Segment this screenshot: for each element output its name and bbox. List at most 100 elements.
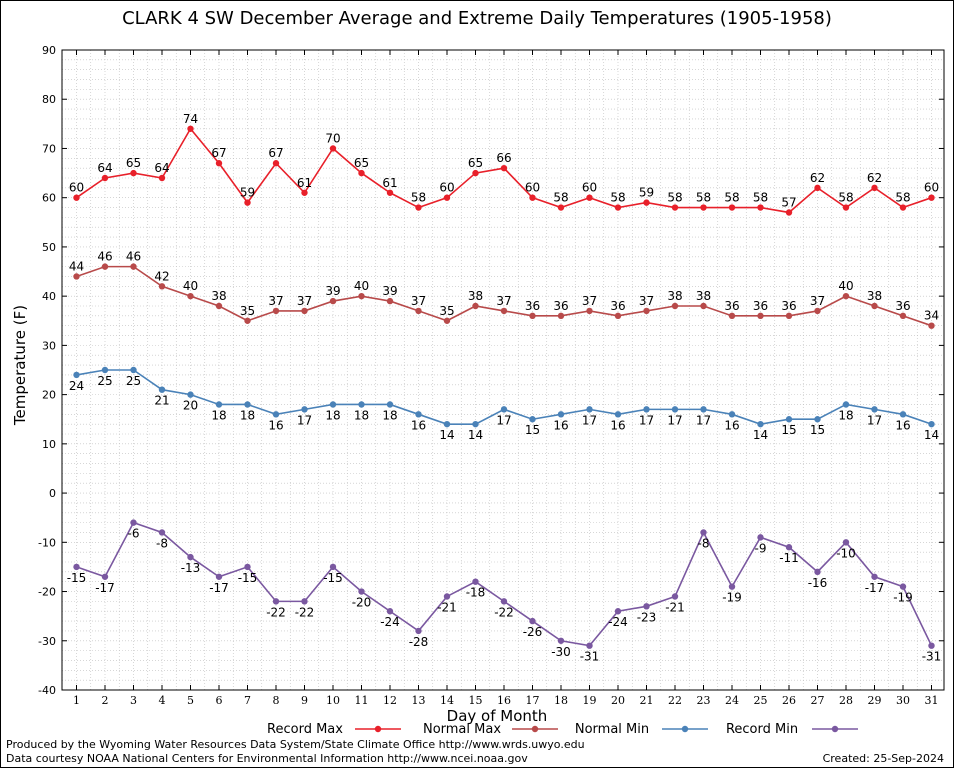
data-point xyxy=(158,386,166,393)
data-point xyxy=(73,371,80,379)
x-tick-label: 28 xyxy=(839,694,853,707)
data-label: 24 xyxy=(69,379,84,393)
data-label: 16 xyxy=(553,418,568,432)
legend-swatch-marker xyxy=(531,725,539,733)
data-point xyxy=(586,642,593,649)
data-point xyxy=(529,194,536,201)
data-label: 18 xyxy=(211,408,226,422)
data-label: -20 xyxy=(352,596,372,610)
plot-border xyxy=(61,49,945,691)
x-tick-label: 22 xyxy=(668,694,682,707)
data-point xyxy=(671,302,679,310)
data-point xyxy=(500,598,508,605)
data-point xyxy=(73,273,80,280)
data-label: 18 xyxy=(354,408,369,422)
data-point xyxy=(785,416,793,423)
legend-swatch-marker xyxy=(831,725,839,733)
data-point xyxy=(358,169,365,177)
y-tick-label: -10 xyxy=(38,536,56,549)
data-point xyxy=(928,322,935,329)
data-label: 60 xyxy=(525,181,540,195)
data-point xyxy=(529,312,536,320)
data-label: 16 xyxy=(724,418,739,432)
data-point xyxy=(386,608,394,615)
data-point xyxy=(386,297,394,305)
data-label: -9 xyxy=(755,541,767,555)
data-label: 60 xyxy=(69,181,84,195)
data-point xyxy=(871,302,878,310)
x-tick-label: 13 xyxy=(412,694,426,707)
x-tick-label: 30 xyxy=(896,694,910,707)
data-point xyxy=(842,292,850,300)
data-label: -23 xyxy=(637,610,657,624)
data-point xyxy=(329,563,337,571)
data-label: 25 xyxy=(97,374,112,388)
data-label: 58 xyxy=(724,191,739,205)
x-tick-label: 25 xyxy=(754,694,768,707)
data-point xyxy=(700,204,707,211)
data-label: 67 xyxy=(268,146,283,160)
legend-label: Record Max xyxy=(267,722,343,737)
data-label: 17 xyxy=(496,413,511,427)
data-point xyxy=(928,642,935,649)
data-point xyxy=(785,544,793,551)
data-point xyxy=(272,307,280,315)
data-point xyxy=(529,416,536,423)
data-point xyxy=(101,174,109,182)
data-label: -24 xyxy=(608,615,628,629)
data-point xyxy=(671,406,679,413)
data-label: -31 xyxy=(580,650,600,664)
data-point xyxy=(244,317,251,324)
data-label: -19 xyxy=(893,591,913,605)
legend-label: Normal Max xyxy=(423,722,501,737)
data-point xyxy=(842,539,850,546)
data-point xyxy=(215,160,223,167)
data-point xyxy=(871,406,878,413)
data-label: 21 xyxy=(154,394,169,408)
data-point xyxy=(443,317,451,324)
data-label: 59 xyxy=(240,186,255,200)
data-point xyxy=(928,194,935,201)
data-point xyxy=(329,401,337,408)
data-label: -18 xyxy=(466,586,486,600)
footer-credit-line: Produced by the Wyoming Water Resources … xyxy=(6,738,585,751)
x-tick-label: 8 xyxy=(273,694,280,707)
data-point xyxy=(472,169,479,177)
x-tick-label: 27 xyxy=(811,694,825,707)
data-point xyxy=(472,578,479,585)
x-tick-label: 17 xyxy=(526,694,540,707)
data-label: 66 xyxy=(496,151,511,165)
data-point xyxy=(272,411,280,418)
data-point xyxy=(757,420,764,428)
y-tick-label: 50 xyxy=(42,241,56,254)
plot-background xyxy=(62,50,944,690)
data-label: 62 xyxy=(867,171,882,185)
data-point xyxy=(329,297,337,305)
y-tick-label: -30 xyxy=(38,635,56,648)
data-label: 14 xyxy=(753,428,768,442)
legend-label: Normal Min xyxy=(575,722,649,737)
y-tick-label: 20 xyxy=(42,389,56,402)
legend-swatch-marker xyxy=(681,725,689,733)
data-label: -22 xyxy=(266,605,286,619)
data-label: 44 xyxy=(69,259,84,273)
data-label: 46 xyxy=(126,250,141,264)
data-point xyxy=(814,416,821,423)
data-label: 14 xyxy=(468,428,483,442)
data-label: 36 xyxy=(724,299,739,313)
y-tick-label: -20 xyxy=(38,586,56,599)
data-label: 34 xyxy=(924,309,939,323)
y-tick-label: 60 xyxy=(42,192,56,205)
data-point xyxy=(557,312,565,320)
data-point xyxy=(814,184,821,192)
x-tick-label: 6 xyxy=(216,694,223,707)
data-label: 35 xyxy=(240,304,255,318)
data-label: 58 xyxy=(553,191,568,205)
data-point xyxy=(443,194,451,201)
data-label: -16 xyxy=(808,576,828,590)
x-tick-label: 10 xyxy=(326,694,340,707)
data-label: 46 xyxy=(97,250,112,264)
data-point xyxy=(158,174,166,182)
data-label: -13 xyxy=(181,561,201,575)
data-point xyxy=(586,194,593,201)
